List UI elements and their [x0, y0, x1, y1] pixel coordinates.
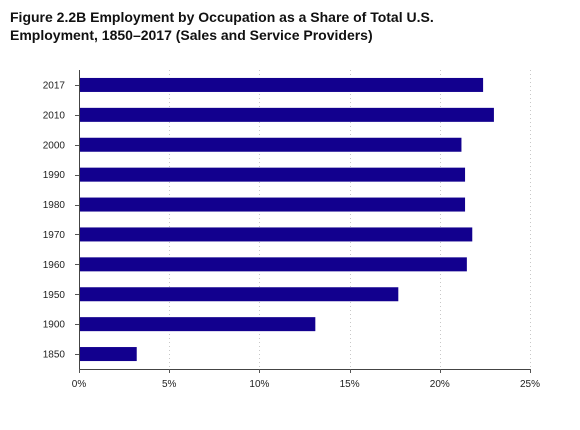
y-tick-label-1960: 1960	[43, 260, 66, 271]
bar-1990	[80, 167, 466, 182]
x-tick-label-15pct: 15%	[340, 379, 360, 390]
y-tick-label-1850: 1850	[43, 350, 66, 361]
y-tick-label-1990: 1990	[43, 170, 66, 181]
bar-1970	[80, 227, 473, 242]
bar-1960	[80, 257, 467, 272]
y-tick-label-1950: 1950	[43, 290, 66, 301]
chart-title-line-1: Figure 2.2B Employment by Occupation as …	[10, 9, 434, 25]
axes	[75, 70, 531, 373]
x-tick-label-10pct: 10%	[249, 379, 269, 390]
x-tick-label-20pct: 20%	[430, 379, 450, 390]
x-tick-label-25pct: 25%	[520, 379, 540, 390]
bar-1980	[80, 197, 466, 212]
tick-labels: 2017 2010 2000 1990 1980 1970 1960 1950 1900 1850…	[43, 80, 540, 390]
bar-2000	[80, 137, 462, 152]
y-tick-label-1900: 1900	[43, 320, 66, 331]
y-tick-label-2010: 2010	[43, 110, 66, 121]
x-tick-label-5pct: 5%	[162, 379, 177, 390]
x-tick-label-0pct: 0%	[72, 379, 87, 390]
chart-title: Figure 2.2B Employment by Occupation as …	[10, 8, 570, 44]
bar-2017	[80, 77, 484, 92]
bar-1900	[80, 317, 316, 332]
bars	[80, 77, 494, 362]
y-tick-label-2000: 2000	[43, 140, 66, 151]
y-tick-label-1970: 1970	[43, 230, 66, 241]
y-tick-label-1980: 1980	[43, 200, 66, 211]
bar-2010	[80, 107, 494, 122]
y-tick-label-2017: 2017	[43, 80, 66, 91]
bar-1850	[80, 347, 137, 362]
bar-1950	[80, 287, 399, 302]
chart-title-line-2: Employment, 1850–2017 (Sales and Service…	[10, 27, 373, 43]
